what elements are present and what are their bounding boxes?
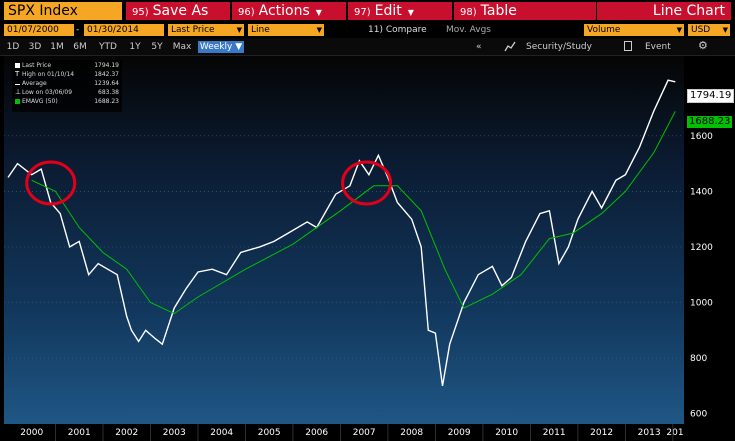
x-tick-label: 201 [666, 428, 683, 438]
actions-number: 96) [238, 7, 255, 18]
legend-low: ⊥ Low on 03/06/09 683.38 [15, 88, 119, 97]
legend-value: 1239.64 [94, 80, 119, 87]
collapse-button[interactable]: « [476, 42, 482, 52]
period-max[interactable]: Max [172, 42, 192, 52]
x-tick-label: 2009 [448, 428, 471, 438]
price-field-value: Last Price [171, 25, 215, 35]
chart-style-select[interactable]: Line ▼ [248, 24, 324, 36]
mov-avgs-button[interactable]: Mov. Avgs [446, 25, 491, 35]
x-tick-label: 2012 [590, 428, 613, 438]
table-button[interactable]: 98) Table [454, 2, 596, 20]
period-weekly[interactable]: Weekly ▼ [198, 41, 244, 53]
x-tick-label: 2006 [305, 428, 328, 438]
legend-label: Low on 03/06/09 [22, 89, 73, 96]
chart-type-label: Line Chart [597, 2, 731, 20]
annotation-circle [341, 160, 393, 206]
x-tick-label: 2002 [115, 428, 138, 438]
series-line-last-price [7, 79, 676, 387]
low-marker-icon: ⊥ [15, 88, 22, 96]
legend-swatch [15, 63, 20, 68]
event-icon [624, 41, 632, 51]
series-line-emavg [31, 111, 676, 315]
save-as-label: Save As [152, 3, 209, 19]
edit-button[interactable]: 97) Edit ▼ [348, 2, 452, 20]
period-3d[interactable]: 3D [28, 42, 42, 52]
event-button[interactable]: Event [645, 42, 671, 52]
legend-label: High on 01/10/14 [22, 71, 75, 78]
y-tick-label: 600 [690, 410, 707, 420]
start-date-field[interactable]: 01/07/2000 [4, 24, 74, 36]
period-toolbar [0, 38, 735, 56]
edit-number: 97) [354, 7, 371, 18]
gear-icon[interactable]: ⚙ [698, 39, 708, 52]
save-as-number: 95) [132, 7, 149, 18]
x-tick-label: 2008 [400, 428, 423, 438]
annotation-circle [25, 160, 77, 206]
x-tick-label: 2000 [20, 428, 43, 438]
y-tick-label: 1600 [690, 132, 713, 142]
compare-button[interactable]: 11) Compare [368, 25, 427, 35]
ticker-field[interactable]: SPX Index [4, 2, 122, 20]
x-tick-label: 2011 [543, 428, 566, 438]
average-line-icon [15, 84, 20, 85]
actions-label: Actions [258, 3, 310, 19]
period-6m[interactable]: 6M [73, 42, 87, 52]
legend-last-price: Last Price 1794.19 [15, 62, 119, 70]
end-date-field[interactable]: 01/30/2014 [84, 24, 164, 36]
legend-high: T High on 01/10/14 1842.37 [15, 70, 119, 79]
date-separator: - [76, 25, 80, 35]
legend-swatch [15, 99, 20, 104]
x-tick-label: 2007 [353, 428, 376, 438]
period-1d[interactable]: 1D [6, 42, 20, 52]
legend-value: 1794.19 [94, 62, 119, 69]
period-1m[interactable]: 1M [50, 42, 64, 52]
legend-value: 1842.37 [94, 71, 119, 78]
legend-emavg: EMAVG (50) 1688.23 [15, 98, 119, 106]
chevron-down-icon: ▼ [722, 26, 728, 34]
actions-button[interactable]: 96) Actions ▼ [232, 2, 346, 20]
x-axis [4, 424, 735, 441]
price-field-select[interactable]: Last Price ▼ [168, 24, 244, 36]
legend-label: EMAVG (50) [22, 98, 58, 105]
x-tick-label: 2003 [163, 428, 186, 438]
chart-style-value: Line [251, 25, 270, 35]
last-price-tag: 1794.19 [687, 89, 735, 103]
chevron-down-icon: ▼ [236, 26, 242, 34]
chart-icon [504, 41, 516, 52]
chevron-down-icon: ▼ [316, 26, 322, 34]
x-tick-label: 2013 [638, 428, 661, 438]
actions-dropdown-icon: ▼ [315, 8, 322, 17]
edit-dropdown-icon: ▼ [407, 8, 414, 17]
chevron-down-icon: ▼ [676, 26, 682, 34]
legend-average: Average 1239.64 [15, 80, 119, 88]
legend-value: 683.38 [98, 89, 119, 96]
save-as-button[interactable]: 95) Save As [126, 2, 230, 20]
legend-label: Average [22, 80, 47, 87]
period-5y[interactable]: 5Y [151, 42, 163, 52]
legend-value: 1688.23 [94, 98, 119, 105]
volume-value: Volume [587, 25, 621, 35]
currency-select[interactable]: USD ▼ [688, 24, 730, 36]
high-marker-icon: T [15, 70, 20, 78]
period-1y[interactable]: 1Y [129, 42, 141, 52]
security-study-button[interactable]: Security/Study [526, 42, 592, 52]
x-tick-label: 2004 [210, 428, 233, 438]
chart-legend: Last Price 1794.19 T High on 01/10/14 1842.… [12, 60, 122, 112]
y-tick-label: 800 [690, 354, 707, 364]
table-label: Table [480, 3, 517, 19]
y-tick-label: 1200 [690, 243, 713, 253]
y-tick-label: 1000 [690, 299, 713, 309]
y-tick-label: 1400 [690, 187, 713, 197]
x-tick-label: 2010 [495, 428, 518, 438]
x-tick-label: 2001 [68, 428, 91, 438]
legend-label: Last Price [22, 62, 52, 69]
table-number: 98) [460, 7, 477, 18]
emavg-price-tag: 1688.23 [687, 116, 733, 128]
volume-select[interactable]: Volume ▼ [584, 24, 684, 36]
period-ytd[interactable]: YTD [99, 42, 117, 52]
currency-value: USD [691, 25, 711, 35]
edit-label: Edit [374, 3, 402, 19]
x-tick-label: 2005 [258, 428, 281, 438]
